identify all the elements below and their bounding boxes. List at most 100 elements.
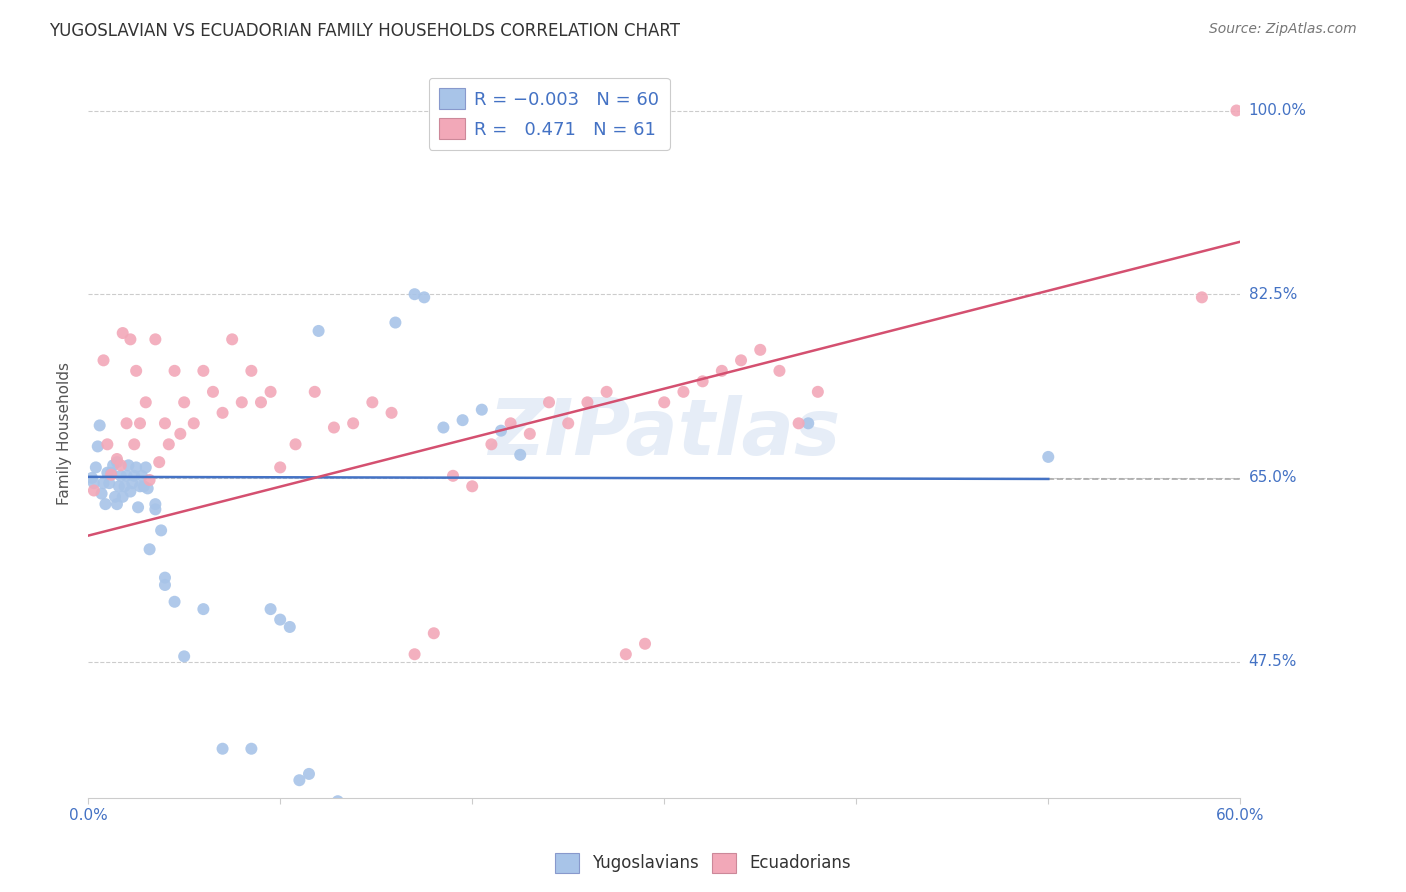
Point: [461, 479, 484, 493]
Point: [489, 424, 512, 438]
Point: [304, 384, 326, 399]
Point: [89, 418, 111, 433]
Point: [1225, 103, 1247, 118]
Point: [105, 497, 128, 511]
Point: [163, 595, 186, 609]
Y-axis label: Family Households: Family Households: [58, 362, 72, 505]
Point: [115, 468, 138, 483]
Text: 82.5%: 82.5%: [1249, 286, 1296, 301]
Point: [221, 332, 243, 346]
Point: [93, 476, 115, 491]
Point: [481, 437, 503, 451]
Point: [110, 468, 132, 483]
Text: 100.0%: 100.0%: [1249, 103, 1306, 118]
Point: [110, 458, 132, 473]
Point: [143, 497, 166, 511]
Point: [83, 476, 105, 491]
Point: [93, 353, 115, 368]
Point: [768, 364, 790, 378]
Point: [90, 486, 112, 500]
Point: [193, 602, 215, 616]
Point: [451, 413, 474, 427]
Point: [193, 364, 215, 378]
Point: [153, 417, 176, 431]
Point: [710, 364, 733, 378]
Point: [537, 395, 560, 409]
Point: [797, 417, 820, 431]
Point: [509, 448, 531, 462]
Point: [80, 471, 103, 485]
Legend: R = −0.003   N = 60, R =   0.471   N = 61: R = −0.003 N = 60, R = 0.471 N = 61: [429, 78, 669, 150]
Point: [153, 571, 176, 585]
Point: [127, 500, 149, 515]
Point: [173, 395, 195, 409]
Point: [595, 384, 617, 399]
Text: Source: ZipAtlas.com: Source: ZipAtlas.com: [1209, 22, 1357, 37]
Point: [122, 468, 145, 483]
Point: [163, 364, 186, 378]
Text: ZIPatlas: ZIPatlas: [488, 395, 841, 471]
Point: [231, 395, 253, 409]
Point: [108, 479, 131, 493]
Point: [83, 483, 105, 498]
Point: [135, 395, 157, 409]
Point: [298, 767, 321, 781]
Point: [201, 384, 224, 399]
Point: [211, 406, 233, 420]
Point: [87, 439, 110, 453]
Point: [129, 417, 152, 431]
Point: [361, 395, 384, 409]
Point: [153, 578, 176, 592]
Point: [787, 417, 810, 431]
Point: [269, 613, 291, 627]
Text: 65.0%: 65.0%: [1249, 470, 1298, 485]
Point: [148, 455, 170, 469]
Point: [269, 460, 291, 475]
Point: [101, 458, 124, 473]
Point: [104, 490, 127, 504]
Point: [138, 473, 160, 487]
Point: [692, 375, 714, 389]
Point: [132, 479, 155, 493]
Point: [384, 316, 406, 330]
Point: [173, 649, 195, 664]
Point: [169, 426, 191, 441]
Point: [614, 647, 637, 661]
Point: [807, 384, 830, 399]
Point: [96, 466, 118, 480]
Point: [125, 364, 148, 378]
Point: [259, 602, 281, 616]
Point: [1191, 290, 1213, 304]
Point: [131, 468, 153, 483]
Point: [366, 805, 388, 819]
Point: [100, 466, 122, 480]
Point: [105, 452, 128, 467]
Point: [278, 620, 301, 634]
Point: [98, 476, 121, 491]
Point: [342, 417, 364, 431]
Point: [96, 437, 118, 451]
Point: [94, 497, 117, 511]
Text: YUGOSLAVIAN VS ECUADORIAN FAMILY HOUSEHOLDS CORRELATION CHART: YUGOSLAVIAN VS ECUADORIAN FAMILY HOUSEHO…: [49, 22, 681, 40]
Point: [413, 290, 436, 304]
Point: [150, 524, 173, 538]
Point: [380, 406, 402, 420]
Point: [240, 741, 263, 756]
Point: [557, 417, 579, 431]
Point: [84, 460, 107, 475]
Point: [441, 468, 464, 483]
Point: [240, 364, 263, 378]
Point: [250, 395, 273, 409]
Point: [100, 467, 122, 482]
Point: [129, 479, 152, 493]
Point: [404, 647, 426, 661]
Point: [183, 417, 205, 431]
Point: [326, 794, 349, 808]
Point: [136, 482, 159, 496]
Point: [111, 490, 134, 504]
Point: [634, 637, 657, 651]
Point: [423, 626, 446, 640]
Point: [576, 395, 599, 409]
Point: [323, 420, 346, 434]
Point: [121, 476, 143, 491]
